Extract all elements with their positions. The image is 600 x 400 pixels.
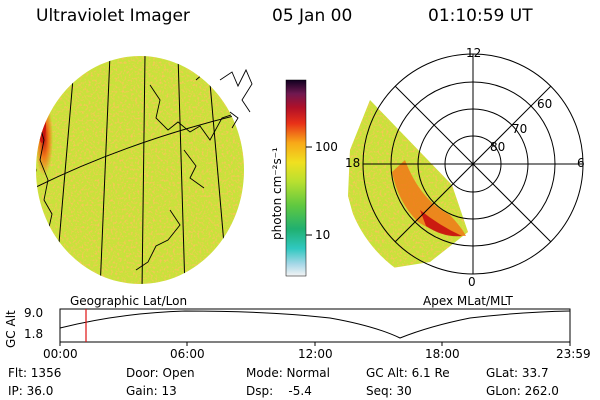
status-glon: GLon: 262.0 [486,384,559,398]
mlat-label-60: 60 [537,97,553,111]
status-gc-alt: GC Alt: 6.1 Re [366,366,450,380]
header-date: 05 Jan 00 [272,6,353,26]
status-gain: Gain: 13 [126,384,177,398]
colorbar-tick-100: 100 [315,140,338,154]
geographic-image [36,56,253,284]
altitude-xtick-0000: 00:00 [43,347,78,361]
mlt-label-6: 6 [577,156,585,170]
altitude-plot [59,308,571,346]
status-ip: IP: 36.0 [8,384,54,398]
altitude-xtick-0600: 06:00 [170,347,205,361]
altitude-curve [59,310,571,339]
status-glat: GLat: 33.7 [486,366,549,380]
earth-disk [36,56,244,284]
status-door: Door: Open [126,366,195,380]
geo-caption: Geographic Lat/Lon [70,294,188,308]
mlt-label-12: 12 [466,46,482,60]
status-mode: Mode: Normal [246,366,330,380]
colorbar-unit-label: photon cm⁻²s⁻¹ [270,147,284,240]
header-time: 01:10:59 UT [428,6,533,26]
mlt-label-0: 0 [468,275,476,289]
polar-aurora-oval [392,160,466,236]
altitude-ytick-9: 9.0 [24,306,44,320]
colorbar [285,79,307,277]
polar-plot [348,53,584,275]
status-dsp: Dsp: -5.4 [246,384,312,398]
status-flt: Flt: 1356 [8,366,62,380]
colorbar-ticks [306,146,312,236]
status-seq: Seq: 30 [366,384,412,398]
instrument-title: Ultraviolet Imager [36,6,190,26]
mlat-label-70: 70 [512,122,528,136]
altitude-xtick-1200: 12:00 [298,347,333,361]
altitude-xtick-2359: 23:59 [556,347,591,361]
altitude-ylabel: GC Alt [4,310,18,348]
altitude-ytick-1-8: 1.8 [24,327,44,341]
polar-caption: Apex MLat/MLT [423,294,513,308]
mlat-label-80: 80 [490,140,506,154]
colorbar-tick-10: 10 [315,228,331,242]
altitude-xtick-1800: 18:00 [425,347,460,361]
mlt-label-18: 18 [345,156,361,170]
